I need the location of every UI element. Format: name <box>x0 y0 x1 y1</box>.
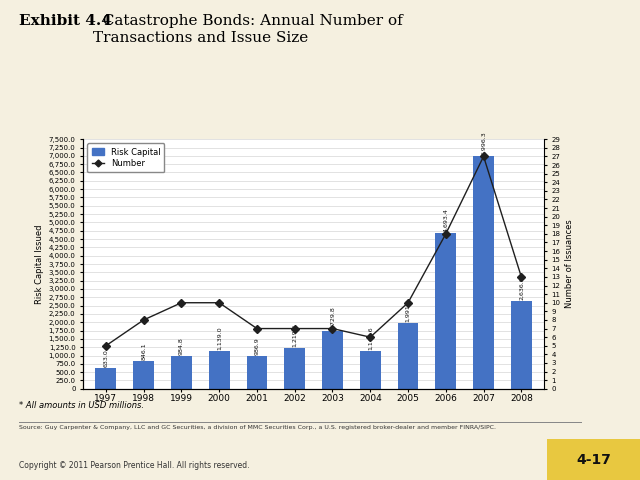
Text: 1,219.5: 1,219.5 <box>292 324 297 347</box>
Bar <box>473 156 494 389</box>
Bar <box>511 301 532 389</box>
Text: 4,693.4: 4,693.4 <box>444 208 448 232</box>
Text: Exhibit 4.4: Exhibit 4.4 <box>19 14 112 28</box>
Text: 984.8: 984.8 <box>179 337 184 355</box>
Bar <box>171 356 192 389</box>
Text: 633.0: 633.0 <box>104 349 108 367</box>
Text: 986.9: 986.9 <box>255 337 259 355</box>
Text: Catastrophe Bonds: Annual Number of
Transactions and Issue Size: Catastrophe Bonds: Annual Number of Tran… <box>93 14 403 45</box>
Text: Source: Guy Carpenter & Company, LLC and GC Securities, a division of MMC Securi: Source: Guy Carpenter & Company, LLC and… <box>19 425 496 430</box>
Legend: Risk Capital, Number: Risk Capital, Number <box>88 144 164 172</box>
Bar <box>209 351 230 389</box>
Text: 1,139.0: 1,139.0 <box>217 326 221 350</box>
Text: * All amounts in USD millions.: * All amounts in USD millions. <box>19 401 144 410</box>
Text: 846.1: 846.1 <box>141 342 146 360</box>
Y-axis label: Risk Capital Issued: Risk Capital Issued <box>35 224 44 304</box>
Text: 1,729.8: 1,729.8 <box>330 307 335 330</box>
Bar <box>322 331 343 389</box>
Text: 2,636.6: 2,636.6 <box>519 276 524 300</box>
Bar <box>95 368 116 389</box>
Bar <box>435 233 456 389</box>
Y-axis label: Number of Issuances: Number of Issuances <box>565 220 574 308</box>
Text: 6,996.3: 6,996.3 <box>481 131 486 155</box>
Text: 4-17: 4-17 <box>576 453 611 467</box>
Text: 1,142.6: 1,142.6 <box>368 326 372 350</box>
Bar <box>133 360 154 389</box>
Bar <box>360 351 381 389</box>
Text: Copyright © 2011 Pearson Prentice Hall. All rights reserved.: Copyright © 2011 Pearson Prentice Hall. … <box>19 461 250 470</box>
Bar <box>397 323 419 389</box>
Text: 1,991.1: 1,991.1 <box>406 298 410 322</box>
Bar <box>284 348 305 389</box>
Bar <box>246 356 268 389</box>
